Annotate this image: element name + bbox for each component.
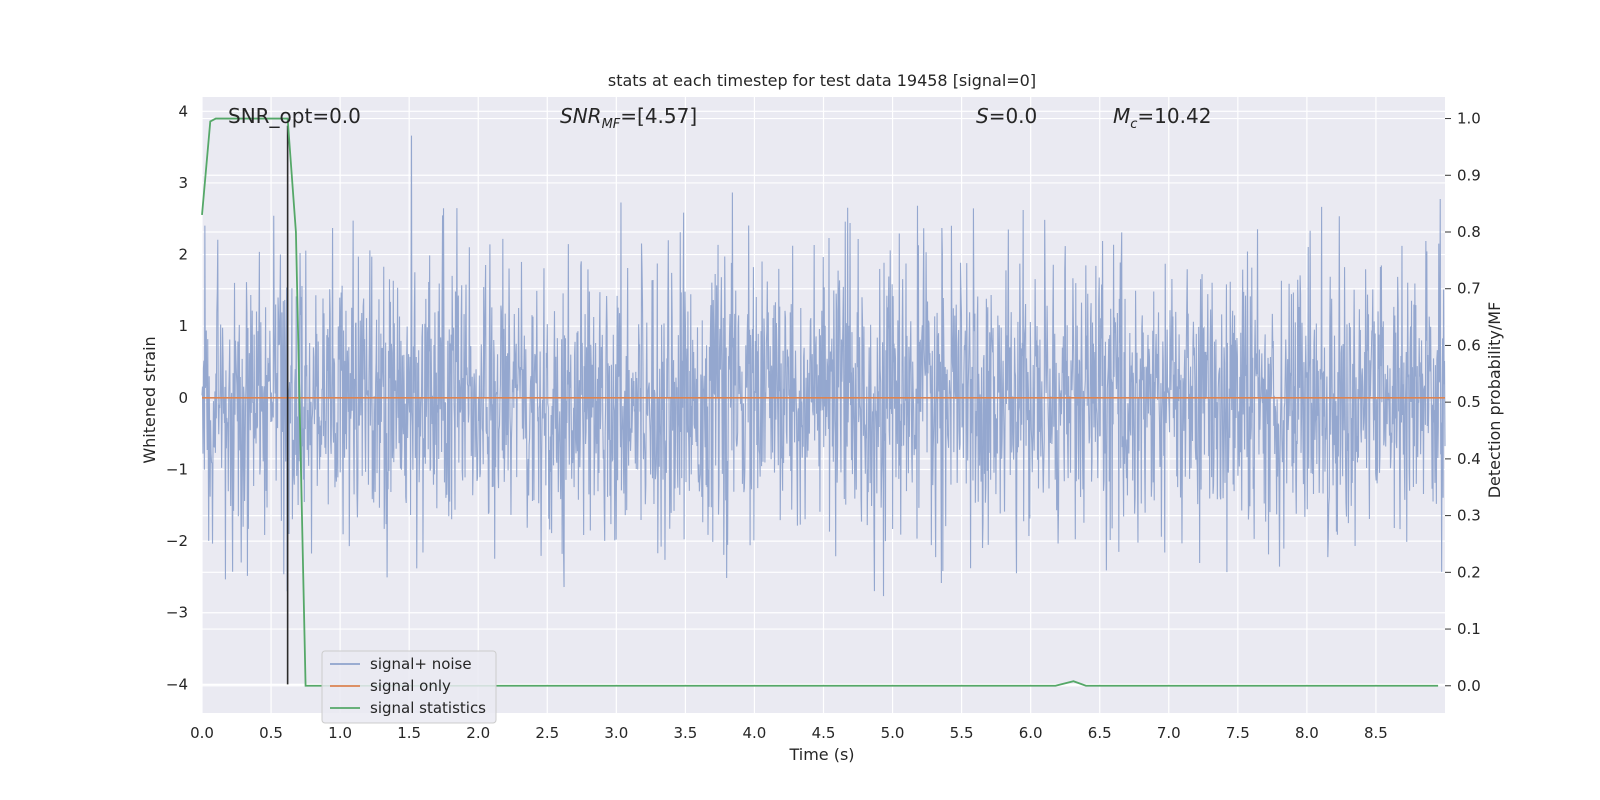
y-tick-label-right: 0.6 <box>1457 336 1481 354</box>
annotation-mc: Mc=10.42 <box>1113 104 1211 132</box>
y-tick-label-left: 2 <box>178 246 188 264</box>
x-tick-label: 6.0 <box>1019 724 1043 742</box>
x-tick-label: 4.5 <box>812 724 836 742</box>
y-tick-label-right: 0.0 <box>1457 677 1481 695</box>
legend-label-signal-noise: signal+ noise <box>370 655 472 673</box>
x-tick-label: 1.5 <box>397 724 421 742</box>
y-tick-label-right: 0.8 <box>1457 223 1481 241</box>
y-tick-label-left: −3 <box>166 604 188 622</box>
annotation-snr-opt: SNR_opt=0.0 <box>228 104 361 128</box>
x-tick-label: 3.0 <box>604 724 628 742</box>
signal-noise-series <box>201 135 1446 597</box>
x-tick-label: 5.0 <box>881 724 905 742</box>
x-tick-label: 8.0 <box>1295 724 1319 742</box>
chart-title: stats at each timestep for test data 194… <box>608 71 1036 90</box>
annotation-mc-sub: c <box>1130 117 1137 132</box>
annotation-s: S=0.0 <box>976 104 1037 128</box>
annotation-mc-value: =10.42 <box>1137 104 1211 128</box>
y-tick-label-left: −1 <box>166 460 188 478</box>
x-tick-label: 8.5 <box>1364 724 1388 742</box>
x-tick-label: 0.5 <box>259 724 283 742</box>
x-tick-label: 1.0 <box>328 724 352 742</box>
y-tick-label-right: 0.5 <box>1457 393 1481 411</box>
y-tick-label-right: 0.2 <box>1457 563 1481 581</box>
y-axis-left-label: Whitened strain <box>140 336 159 463</box>
annotation-s-value: =0.0 <box>989 104 1038 128</box>
x-tick-label: 5.5 <box>950 724 974 742</box>
x-tick-label: 3.5 <box>673 724 697 742</box>
annotation-snr-mf-sub: MF <box>602 117 621 132</box>
annotation-snr-mf-main: SNR <box>560 104 602 128</box>
y-tick-label-left: 0 <box>178 389 188 407</box>
x-tick-label: 7.5 <box>1226 724 1250 742</box>
x-tick-label: 7.0 <box>1157 724 1181 742</box>
legend-box <box>321 650 497 724</box>
legend: signal+ noise signal only signal statist… <box>321 650 497 724</box>
y-tick-label-left: −2 <box>166 532 188 550</box>
annotation-snr-mf-value: =[4.57] <box>620 104 697 128</box>
x-tick-label: 6.5 <box>1088 724 1112 742</box>
y-tick-label-left: −4 <box>166 675 188 693</box>
x-tick-label: 2.0 <box>466 724 490 742</box>
y-tick-label-right: 0.9 <box>1457 166 1481 184</box>
x-tick-label: 4.0 <box>743 724 767 742</box>
y-axis-right-label: Detection probability/MF <box>1485 302 1504 499</box>
legend-label-signal-only: signal only <box>370 677 451 695</box>
series-signal-noise <box>201 135 1446 597</box>
y-tick-label-left: 3 <box>178 174 188 192</box>
legend-label-signal-statistics: signal statistics <box>370 699 486 717</box>
annotation-mc-main: M <box>1113 104 1130 128</box>
x-tick-label: 0.0 <box>190 724 214 742</box>
y-tick-label-right: 0.4 <box>1457 450 1481 468</box>
x-tick-label: 2.5 <box>535 724 559 742</box>
y-tick-label-left: 1 <box>178 317 188 335</box>
annotation-snr-mf: SNRMF=[4.57] <box>560 104 697 132</box>
y-tick-label-right: 1.0 <box>1457 110 1481 128</box>
axis-ticks: 0.0 0.5 1.0 1.5 2.0 2.5 3.0 3.5 4.0 4.5 5.0 5.5 6.0 6… <box>166 102 1481 742</box>
annotation-s-main: S <box>976 104 989 128</box>
y-tick-label-right: 0.3 <box>1457 507 1481 525</box>
y-tick-label-right: 0.7 <box>1457 280 1481 298</box>
x-axis-label: Time (s) <box>788 745 854 764</box>
y-tick-label-right: 0.1 <box>1457 620 1481 638</box>
y-tick-label-left: 4 <box>178 102 188 120</box>
